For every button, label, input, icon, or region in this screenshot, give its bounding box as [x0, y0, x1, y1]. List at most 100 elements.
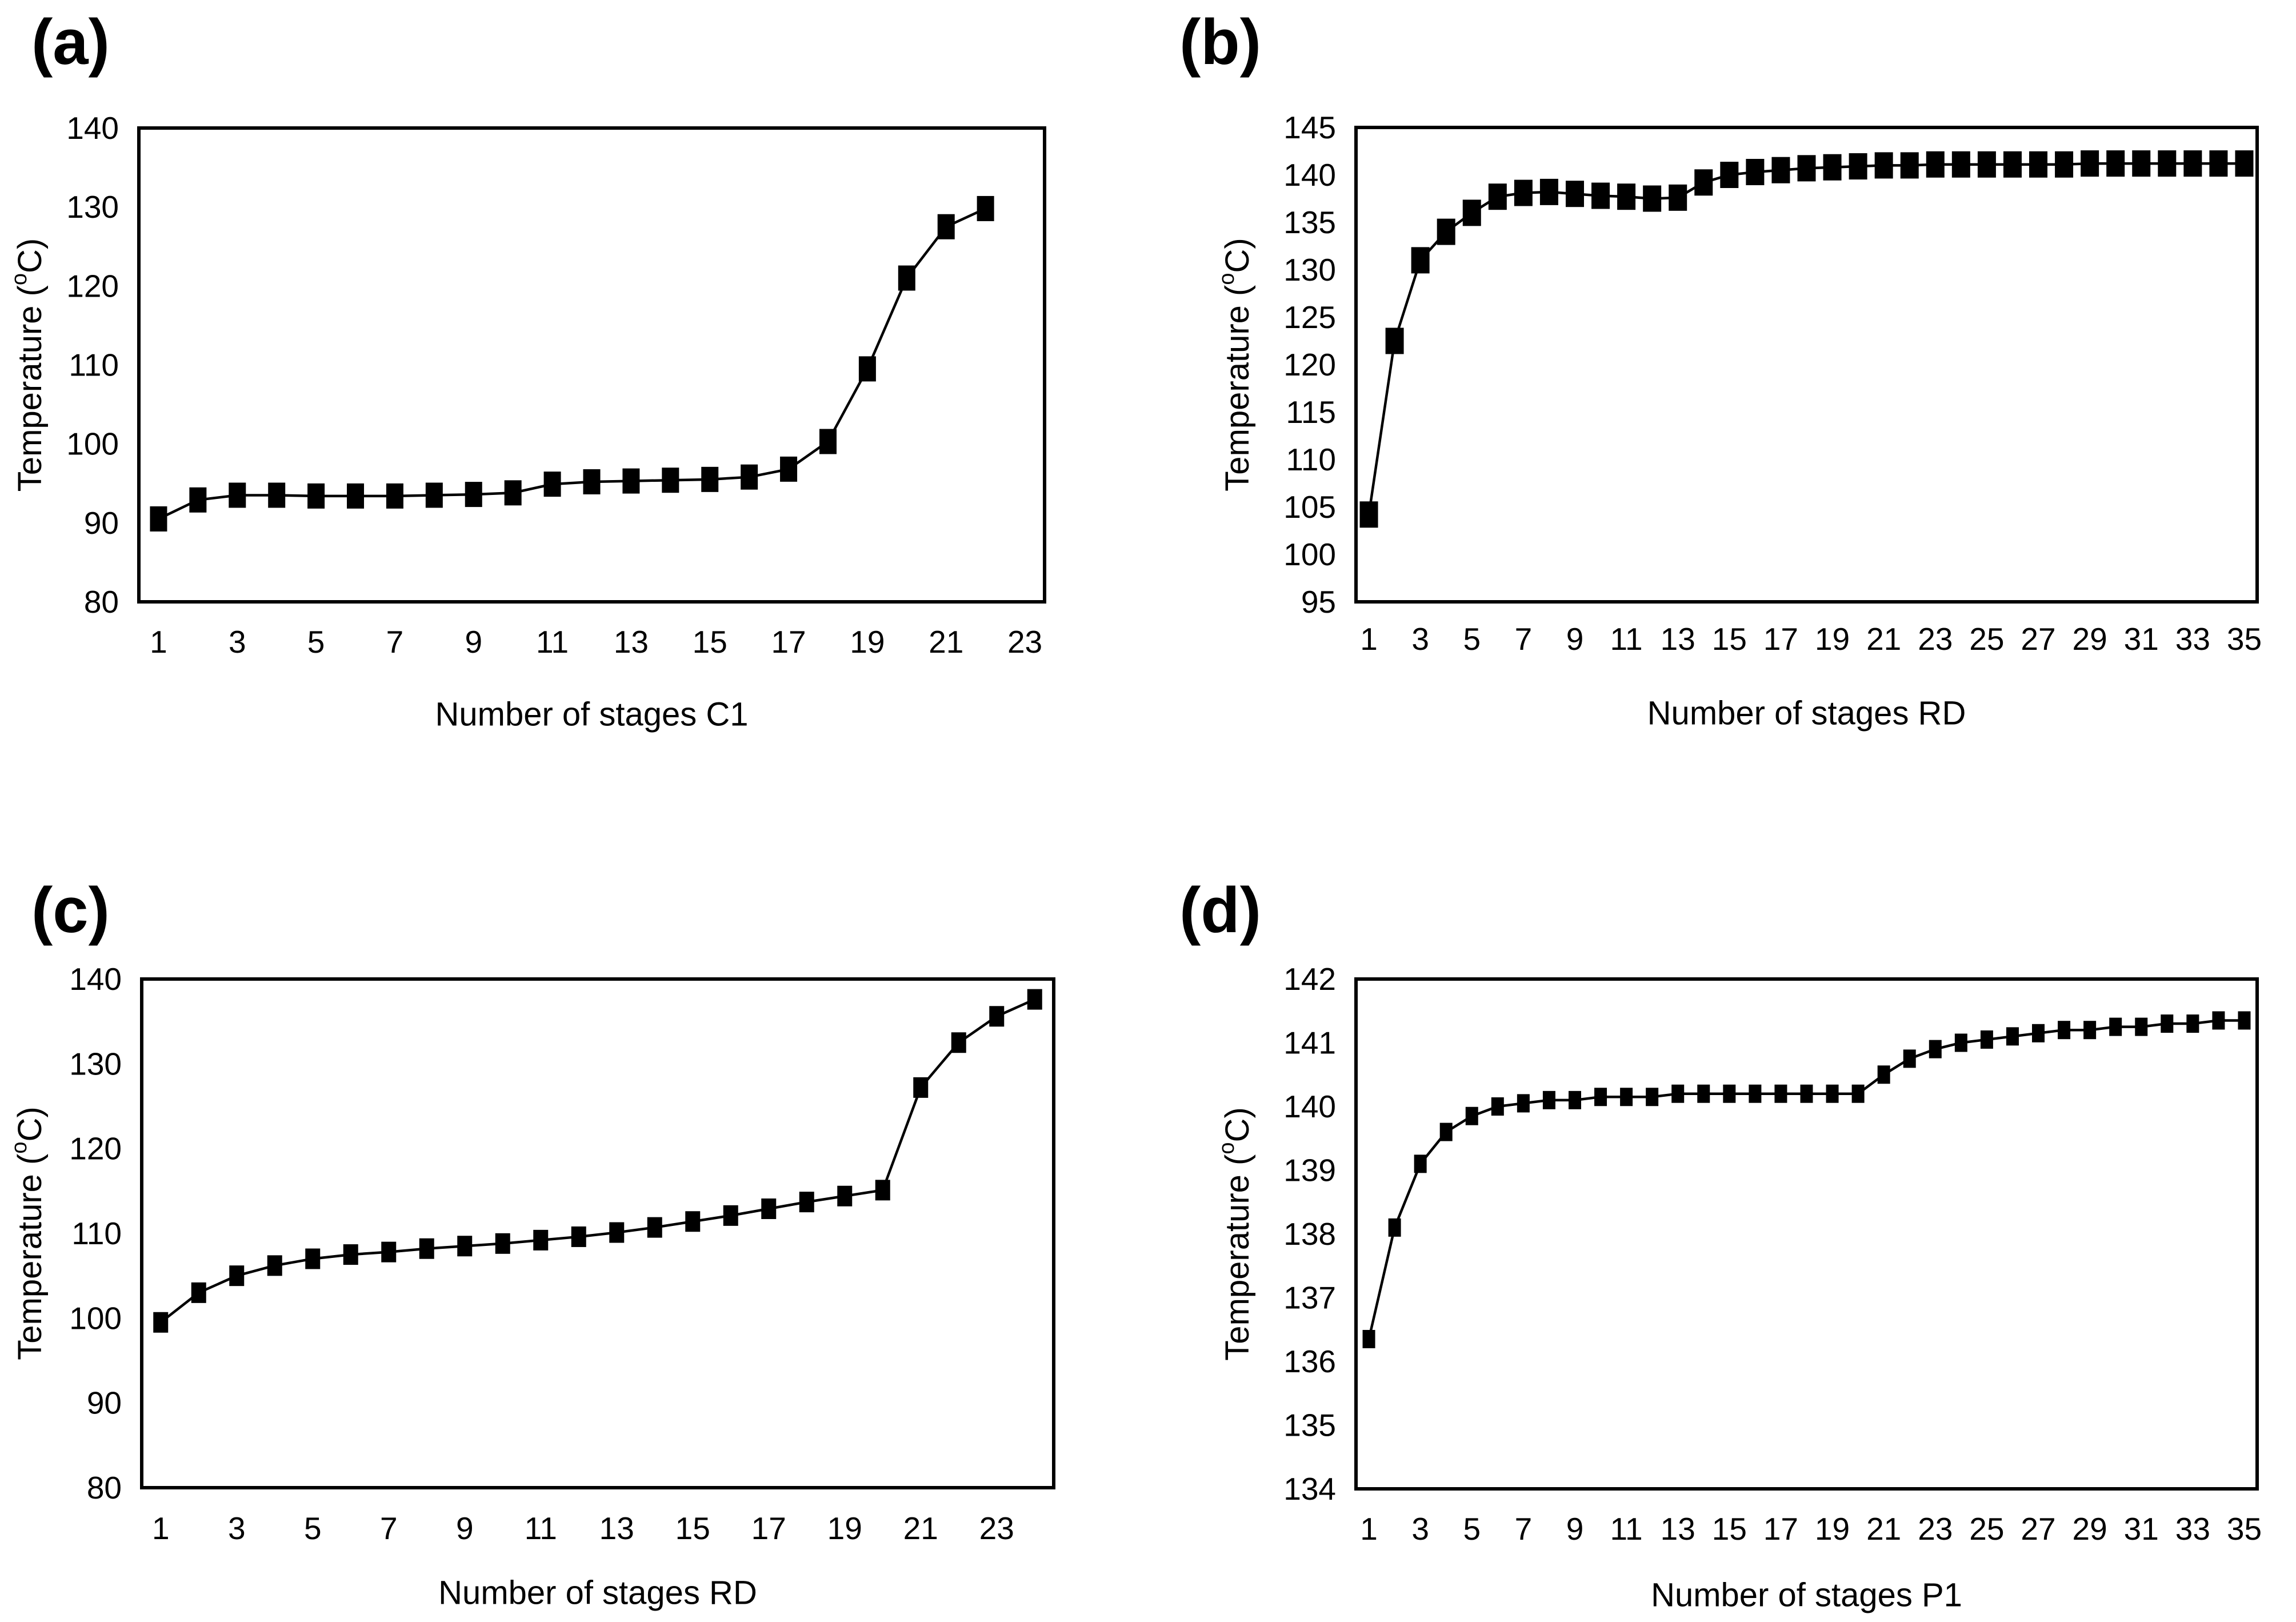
svg-text:17: 17	[771, 624, 806, 660]
svg-text:9: 9	[456, 1511, 474, 1546]
svg-text:19: 19	[827, 1511, 862, 1546]
svg-text:Temperature (oC): Temperature (oC)	[1215, 1107, 1256, 1360]
svg-text:115: 115	[1286, 394, 1336, 430]
svg-text:Temperature (oC): Temperature (oC)	[7, 1106, 49, 1360]
svg-text:11: 11	[525, 1511, 557, 1546]
svg-text:23: 23	[1918, 1511, 1953, 1547]
svg-text:90: 90	[84, 505, 119, 541]
svg-text:15: 15	[693, 624, 727, 660]
svg-text:145: 145	[1283, 110, 1336, 145]
panel-label-d: (d)	[1179, 874, 1262, 946]
svg-text:23: 23	[1918, 621, 1953, 657]
svg-text:100: 100	[66, 426, 119, 462]
svg-text:7: 7	[1515, 1511, 1533, 1547]
svg-text:Number of stages RD: Number of stages RD	[1647, 695, 1966, 732]
svg-text:Temperature (oC): Temperature (oC)	[7, 238, 49, 492]
panel-a: (a) 80 90 100 110 120 130 140 1 3 5 7 9 11 13 15 17 19 21…	[0, 0, 1148, 811]
svg-text:11: 11	[1610, 1511, 1643, 1547]
panel-c: (c) 80 90 100 110 120 130 140 1 3 5 7 9 11 13 15 17 19 21…	[0, 811, 1148, 1622]
svg-text:9: 9	[1566, 621, 1584, 657]
svg-text:139: 139	[1283, 1153, 1336, 1188]
svg-text:35: 35	[2227, 621, 2262, 657]
svg-text:33: 33	[2175, 1511, 2210, 1547]
svg-text:35: 35	[2227, 1511, 2262, 1547]
svg-text:7: 7	[386, 624, 404, 660]
svg-text:136: 136	[1283, 1344, 1336, 1379]
svg-text:7: 7	[380, 1511, 398, 1546]
svg-text:11: 11	[1610, 621, 1643, 657]
svg-text:120: 120	[69, 1131, 122, 1166]
svg-text:21: 21	[903, 1511, 938, 1546]
svg-text:Number of stages RD: Number of stages RD	[438, 1575, 757, 1612]
svg-text:110: 110	[71, 1216, 122, 1251]
svg-text:17: 17	[751, 1511, 786, 1546]
svg-text:5: 5	[304, 1511, 322, 1546]
svg-text:5: 5	[1463, 621, 1481, 657]
svg-text:105: 105	[1283, 489, 1336, 525]
panel-b: (b) 95 100 105 110 115 120 125 130 135 140 145 1 3 5 7…	[1148, 0, 2296, 811]
svg-text:135: 135	[1283, 1408, 1336, 1443]
svg-text:140: 140	[1283, 1089, 1336, 1124]
svg-text:3: 3	[229, 624, 246, 660]
svg-text:Temperature (oC): Temperature (oC)	[1215, 238, 1256, 491]
svg-text:19: 19	[1815, 1511, 1850, 1547]
svg-text:110: 110	[1286, 442, 1336, 477]
svg-text:3: 3	[1411, 1511, 1429, 1547]
svg-text:80: 80	[87, 1470, 122, 1505]
panel-d: (d) 134 135 136 137 138 139 140 141 142 1 3 5 7 9 11 13…	[1148, 811, 2296, 1622]
svg-text:17: 17	[1763, 621, 1798, 657]
svg-text:80: 80	[84, 584, 119, 620]
svg-text:15: 15	[1712, 621, 1747, 657]
svg-text:3: 3	[228, 1511, 246, 1546]
svg-text:11: 11	[536, 624, 569, 660]
svg-text:21: 21	[1866, 1511, 1901, 1547]
svg-text:135: 135	[1283, 205, 1336, 240]
svg-text:21: 21	[929, 624, 963, 660]
svg-text:140: 140	[69, 961, 122, 997]
svg-text:3: 3	[1411, 621, 1429, 657]
svg-text:27: 27	[2021, 621, 2055, 657]
svg-text:21: 21	[1866, 621, 1901, 657]
panel-label-c: (c)	[31, 874, 110, 946]
svg-text:120: 120	[1283, 347, 1336, 382]
svg-text:9: 9	[1566, 1511, 1584, 1547]
svg-text:90: 90	[87, 1385, 122, 1421]
svg-text:142: 142	[1283, 961, 1336, 997]
svg-text:15: 15	[1712, 1511, 1747, 1547]
svg-text:134: 134	[1283, 1471, 1336, 1507]
svg-text:130: 130	[66, 189, 119, 225]
svg-text:5: 5	[307, 624, 325, 660]
svg-text:23: 23	[1007, 624, 1042, 660]
svg-text:19: 19	[850, 624, 885, 660]
svg-text:13: 13	[614, 624, 649, 660]
svg-text:31: 31	[2124, 621, 2159, 657]
svg-text:95: 95	[1301, 584, 1336, 620]
svg-text:138: 138	[1283, 1216, 1336, 1252]
svg-text:130: 130	[69, 1046, 122, 1081]
svg-text:33: 33	[2175, 621, 2210, 657]
svg-text:110: 110	[69, 347, 119, 383]
svg-text:25: 25	[1969, 621, 2004, 657]
svg-text:100: 100	[69, 1300, 122, 1336]
svg-text:29: 29	[2073, 621, 2107, 657]
svg-text:13: 13	[1661, 1511, 1695, 1547]
svg-text:Number of stages C1: Number of stages C1	[435, 696, 748, 733]
svg-text:137: 137	[1283, 1280, 1336, 1316]
svg-text:1: 1	[1360, 621, 1378, 657]
svg-text:1: 1	[152, 1511, 170, 1546]
svg-text:29: 29	[2073, 1511, 2107, 1547]
svg-text:7: 7	[1515, 621, 1533, 657]
svg-text:25: 25	[1969, 1511, 2004, 1547]
svg-text:125: 125	[1283, 299, 1336, 335]
panel-label-a: (a)	[31, 6, 110, 78]
svg-text:100: 100	[1283, 537, 1336, 572]
svg-text:31: 31	[2124, 1511, 2159, 1547]
svg-text:13: 13	[599, 1511, 634, 1546]
svg-text:Number of stages P1: Number of stages P1	[1651, 1577, 1962, 1614]
svg-text:1: 1	[150, 624, 167, 660]
svg-text:19: 19	[1815, 621, 1850, 657]
svg-text:140: 140	[66, 110, 119, 146]
